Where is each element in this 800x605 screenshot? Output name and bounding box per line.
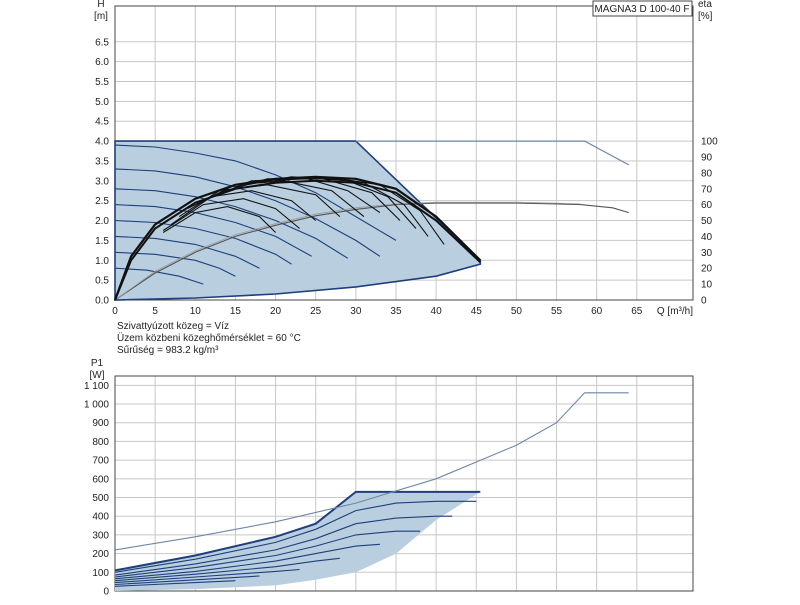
y2-tick-label: 60 bbox=[701, 200, 713, 211]
power-curve bbox=[114, 568, 300, 584]
y-tick-label: 600 bbox=[92, 474, 109, 485]
y-tick-label: 800 bbox=[92, 437, 109, 448]
y2-tick-label: 0 bbox=[701, 296, 707, 307]
fluid-info-line: Üzem közbeni közeghőmérséklet = 60 °C bbox=[117, 332, 301, 344]
y-tick-label: 0.5 bbox=[95, 276, 109, 287]
y-tick-label: 3.0 bbox=[95, 176, 109, 187]
power-curve bbox=[114, 543, 380, 580]
fluid-info-line: Sűrűség = 983.2 kg/m³ bbox=[117, 345, 219, 356]
y2-tick-label: 50 bbox=[701, 216, 713, 227]
x-tick-label: 20 bbox=[270, 306, 282, 317]
y-tick-label: 6.5 bbox=[95, 37, 109, 48]
x-tick-label: 60 bbox=[591, 306, 603, 317]
y-tick-label: 1.5 bbox=[95, 236, 109, 247]
x-tick-label: 10 bbox=[190, 306, 202, 317]
x-axis-label: Q [m³/h] bbox=[657, 306, 693, 317]
x-tick-label: 25 bbox=[310, 306, 322, 317]
x-tick-label: 35 bbox=[390, 306, 402, 317]
efficiency-eta-line bbox=[114, 202, 629, 301]
y-tick-label: 200 bbox=[92, 549, 109, 560]
efficiency-curve bbox=[114, 179, 481, 301]
y2-axis-label: eta bbox=[698, 0, 712, 10]
x-tick-label: 65 bbox=[631, 306, 643, 317]
efficiency-curve bbox=[162, 206, 276, 233]
y-axis-unit: [m] bbox=[94, 11, 108, 22]
power-curve bbox=[114, 557, 340, 582]
x-tick-label: 50 bbox=[511, 306, 523, 317]
max-head-line bbox=[355, 140, 630, 166]
y2-tick-label: 90 bbox=[701, 152, 713, 163]
y2-tick-label: 30 bbox=[701, 248, 713, 259]
head-flow-chart: 0.0 0.5 1.0 1.5 2.0 2.5 3.0 3.5 4.0 4.5 5.0 5.5 6.0 6… bbox=[94, 0, 718, 317]
y-tick-label: 4.0 bbox=[95, 137, 109, 148]
y2-tick-label: 100 bbox=[701, 137, 718, 148]
efficiency-eta-line-thin bbox=[114, 201, 581, 301]
x-tick-label: 30 bbox=[350, 306, 362, 317]
head-curve bbox=[114, 251, 236, 277]
y-tick-label: 2.0 bbox=[95, 216, 109, 227]
power-curve bbox=[114, 530, 421, 578]
head-curve bbox=[114, 267, 204, 285]
x-tick-label: 15 bbox=[230, 306, 242, 317]
x-tick-label: 55 bbox=[551, 306, 563, 317]
power-curve bbox=[114, 490, 481, 572]
y-tick-label: 700 bbox=[92, 456, 109, 467]
x-tick-label: 5 bbox=[152, 306, 158, 317]
power-curve bbox=[114, 575, 260, 586]
y-tick-label: 500 bbox=[92, 493, 109, 504]
y-tick-label: 6.0 bbox=[95, 57, 109, 68]
fluid-info-line: Szivattyúzott közeg = Víz bbox=[117, 321, 229, 332]
power-curve bbox=[114, 515, 453, 576]
max-power-line bbox=[114, 392, 629, 551]
y2-tick-label: 70 bbox=[701, 184, 713, 195]
efficiency-curve bbox=[162, 198, 300, 231]
y-tick-label: 4.5 bbox=[95, 117, 109, 128]
y-tick-label: 2.5 bbox=[95, 196, 109, 207]
head-curve bbox=[114, 188, 349, 259]
y2-tick-label: 10 bbox=[701, 280, 713, 291]
y-tick-label: 100 bbox=[92, 568, 109, 579]
x-tick-label: 0 bbox=[112, 306, 118, 317]
y2-tick-label: 20 bbox=[701, 264, 713, 275]
power-curve bbox=[114, 580, 236, 587]
chart-title-box bbox=[592, 0, 693, 17]
y-tick-label: 900 bbox=[92, 418, 109, 429]
y-tick-label: 0 bbox=[103, 587, 109, 598]
x-tick-label: 40 bbox=[431, 306, 443, 317]
y-tick-label: 300 bbox=[92, 530, 109, 541]
y-axis-unit: [W] bbox=[90, 370, 105, 381]
y-axis-label: H bbox=[97, 0, 104, 10]
efficiency-curve bbox=[187, 180, 365, 218]
x-tick-label: 45 bbox=[471, 306, 483, 317]
plot-frame bbox=[114, 375, 694, 592]
head-curve bbox=[114, 219, 292, 265]
y-tick-label: 5.5 bbox=[95, 77, 109, 88]
y-tick-label: 3.5 bbox=[95, 156, 109, 167]
head-curve bbox=[114, 204, 312, 257]
head-curve bbox=[114, 168, 381, 257]
efficiency-curve bbox=[170, 190, 317, 225]
y2-tick-label: 80 bbox=[701, 168, 713, 179]
y-tick-label: 5.0 bbox=[95, 97, 109, 108]
y-axis-label: P1 bbox=[91, 358, 104, 369]
fluid-info: Szivattyúzott közeg = Víz Üzem közbeni k… bbox=[117, 321, 301, 356]
head-curve bbox=[114, 144, 397, 241]
y-tick-label: 1 000 bbox=[84, 400, 109, 411]
y-tick-label: 400 bbox=[92, 512, 109, 523]
y2-tick-label: 40 bbox=[701, 232, 713, 243]
y2-axis-unit: [%] bbox=[698, 11, 713, 22]
efficiency-curve bbox=[283, 178, 445, 245]
y-tick-label: 1 100 bbox=[84, 381, 109, 392]
chart-title: MAGNA3 D 100-40 F bbox=[594, 4, 689, 15]
y-tick-label: 0.0 bbox=[95, 296, 109, 307]
y-tick-label: 1.0 bbox=[95, 256, 109, 267]
head-curve bbox=[114, 235, 260, 269]
power-flow-chart: 0 100 200 300 400 500 600 700 800 900 1 000 1 100 P1… bbox=[84, 358, 694, 598]
power-curve bbox=[114, 500, 477, 573]
